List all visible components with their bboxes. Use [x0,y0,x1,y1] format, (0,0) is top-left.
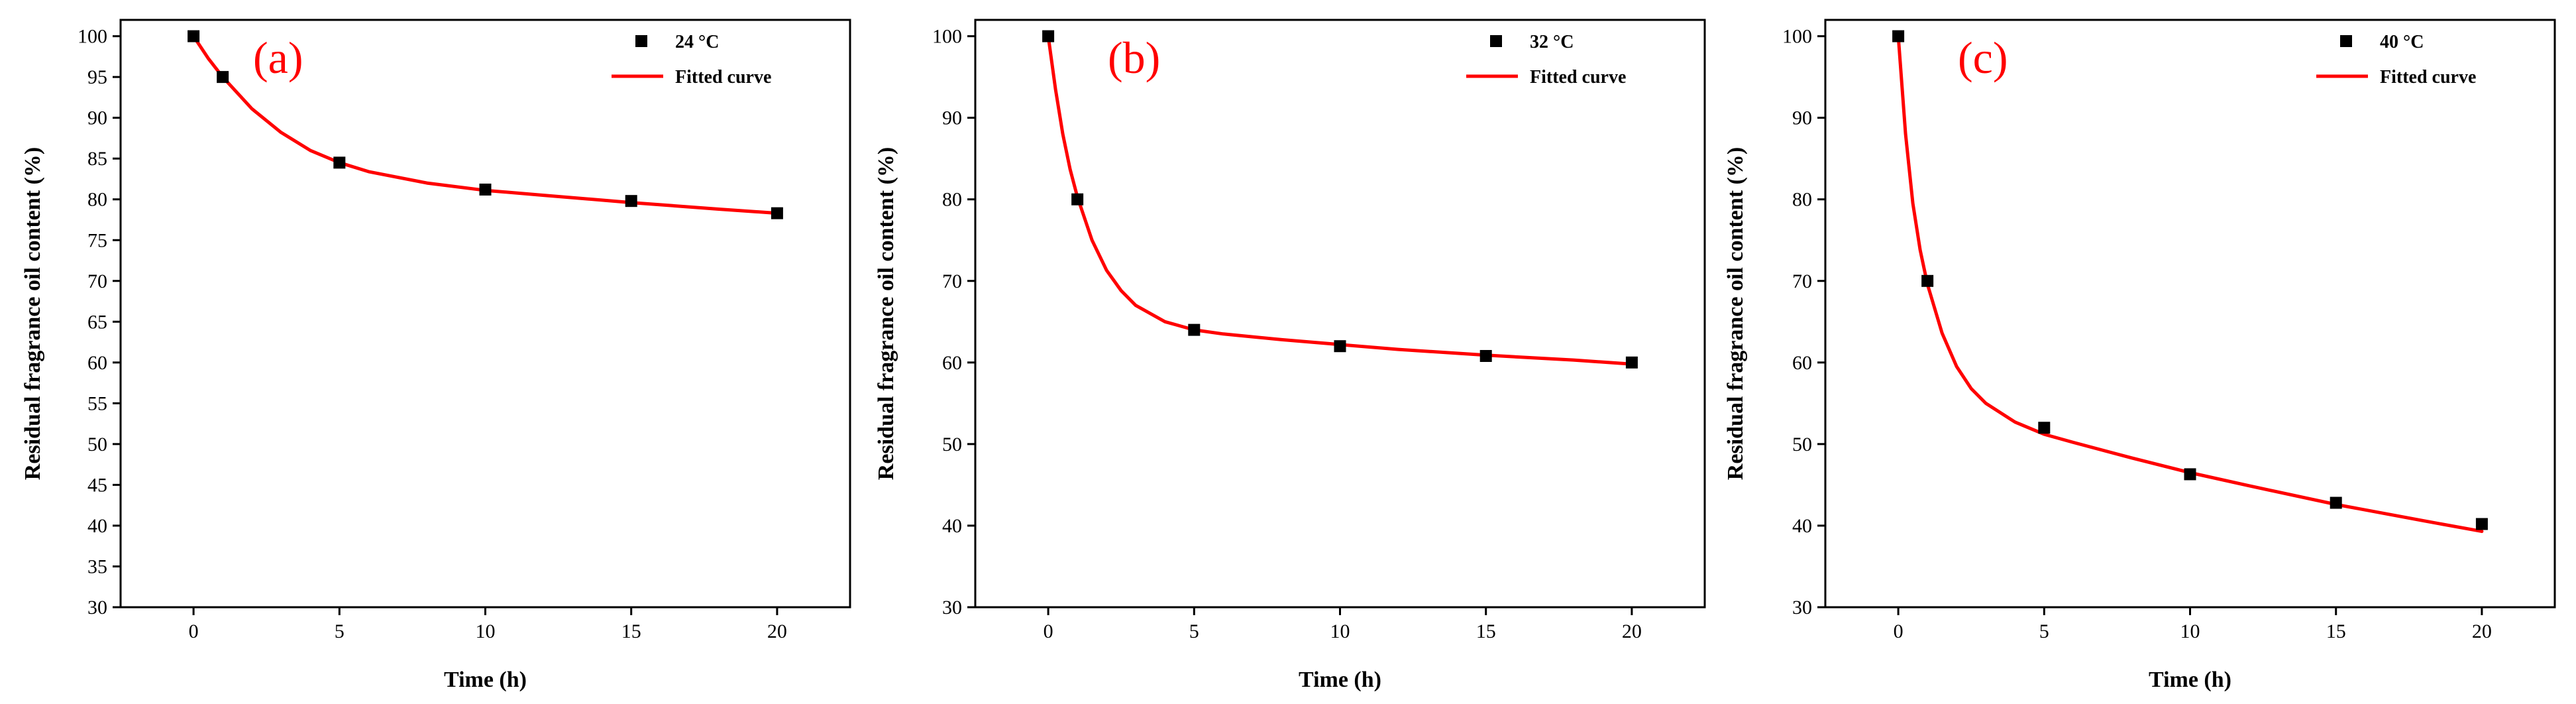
plot-frame [974,19,1706,609]
y-tick-label: 50 [87,434,107,455]
x-tick-label: 15 [2326,620,2346,642]
chart-panel-3: 0 5 10 15 20 30 40 50 60 70 80 90 100 Time (h) Residua… [1723,19,2556,692]
x-tick-label: 0 [1894,620,1904,642]
y-tick-label: 100 [932,26,962,48]
data-point [1188,323,1201,336]
y-axis-title: Residual fragrance oil content (%) [1723,147,1748,480]
y-tick-label: 95 [87,66,107,88]
y-tick-label: 55 [87,392,107,414]
y-axis-title: Residual fragrance oil content (%) [21,147,45,480]
data-point [1479,349,1492,362]
y-tick-label: 30 [1792,597,1812,618]
y-tick-label: 60 [87,352,107,374]
legend-marker [635,35,647,47]
legend-marker [1490,35,1502,47]
legend-label-fit: Fitted curve [675,67,771,88]
legend-marker [2340,35,2352,47]
data-point [1071,193,1084,205]
y-tick-label: 50 [942,434,962,455]
y-tick-label: 40 [942,515,962,537]
y-tick-label: 90 [942,107,962,129]
y-tick-label: 35 [87,556,107,577]
y-tick-label: 100 [1782,26,1812,48]
legend-label-series: 24 °C [675,32,719,52]
chart-panel-2: 0 5 10 15 20 30 40 50 60 70 80 90 100 Time (h) Residua… [874,19,1706,692]
data-point [1334,340,1346,353]
y-tick-label: 100 [78,26,107,48]
y-tick-label: 80 [942,189,962,211]
y-tick-label: 70 [942,270,962,292]
y-tick-label: 80 [87,189,107,211]
y-tick-label: 70 [87,270,107,292]
y-tick-label: 45 [87,474,107,496]
data-point [1625,356,1638,369]
y-tick-label: 65 [87,311,107,333]
data-point [771,207,783,219]
data-point [188,30,200,42]
data-point [333,156,346,169]
y-tick-label: 30 [87,597,107,618]
y-tick-label: 30 [942,597,962,618]
data-point [1042,30,1055,42]
y-axis-title: Residual fragrance oil content (%) [874,147,898,480]
data-point [217,71,229,84]
x-tick-label: 20 [767,620,787,642]
data-point [2038,422,2051,434]
y-tick-label: 70 [1792,270,1812,292]
x-tick-label: 10 [1330,620,1350,642]
y-tick-label: 40 [1792,515,1812,537]
data-point [625,195,637,207]
legend-label-series: 32 °C [1530,32,1574,52]
y-tick-label: 90 [1792,107,1812,129]
x-tick-label: 20 [1622,620,1642,642]
x-tick-label: 5 [335,620,345,642]
data-point [2475,518,2488,530]
x-tick-label: 5 [1189,620,1199,642]
x-tick-label: 10 [476,620,496,642]
legend-label-fit: Fitted curve [1530,67,1626,88]
data-point [2330,497,2342,509]
x-tick-label: 15 [1476,620,1496,642]
data-point [479,183,492,196]
x-tick-label: 15 [621,620,641,642]
panel-label: (b) [1108,32,1160,83]
panel-label: (a) [253,32,303,83]
x-axis-title: Time (h) [1299,668,1381,692]
y-tick-label: 60 [942,352,962,374]
fitted-curve-line [1046,34,1634,366]
data-point [1892,30,1905,42]
fitted-curve-line [1896,34,2484,534]
x-axis-title: Time (h) [444,668,527,692]
chart-panel-1: 0 5 10 15 20 30 35 40 45 50 55 60 65 70 75 80 85 90 95 100 T… [21,19,851,692]
y-tick-label: 85 [87,148,107,170]
legend-label-fit: Fitted curve [2380,67,2476,88]
x-tick-label: 5 [2039,620,2049,642]
y-tick-label: 80 [1792,189,1812,211]
y-tick-label: 40 [87,515,107,537]
y-tick-label: 50 [1792,434,1812,455]
x-tick-label: 20 [2472,620,2492,642]
data-point [1921,274,1934,287]
y-tick-label: 60 [1792,352,1812,374]
panel-label: (c) [1958,32,2008,83]
x-tick-label: 0 [189,620,199,642]
y-tick-label: 90 [87,107,107,129]
x-tick-label: 10 [2180,620,2200,642]
x-axis-title: Time (h) [2149,668,2231,692]
x-tick-label: 0 [1044,620,1053,642]
plot-frame [119,19,851,609]
y-tick-label: 75 [87,229,107,251]
legend-label-series: 40 °C [2380,32,2424,52]
data-point [2184,468,2196,481]
